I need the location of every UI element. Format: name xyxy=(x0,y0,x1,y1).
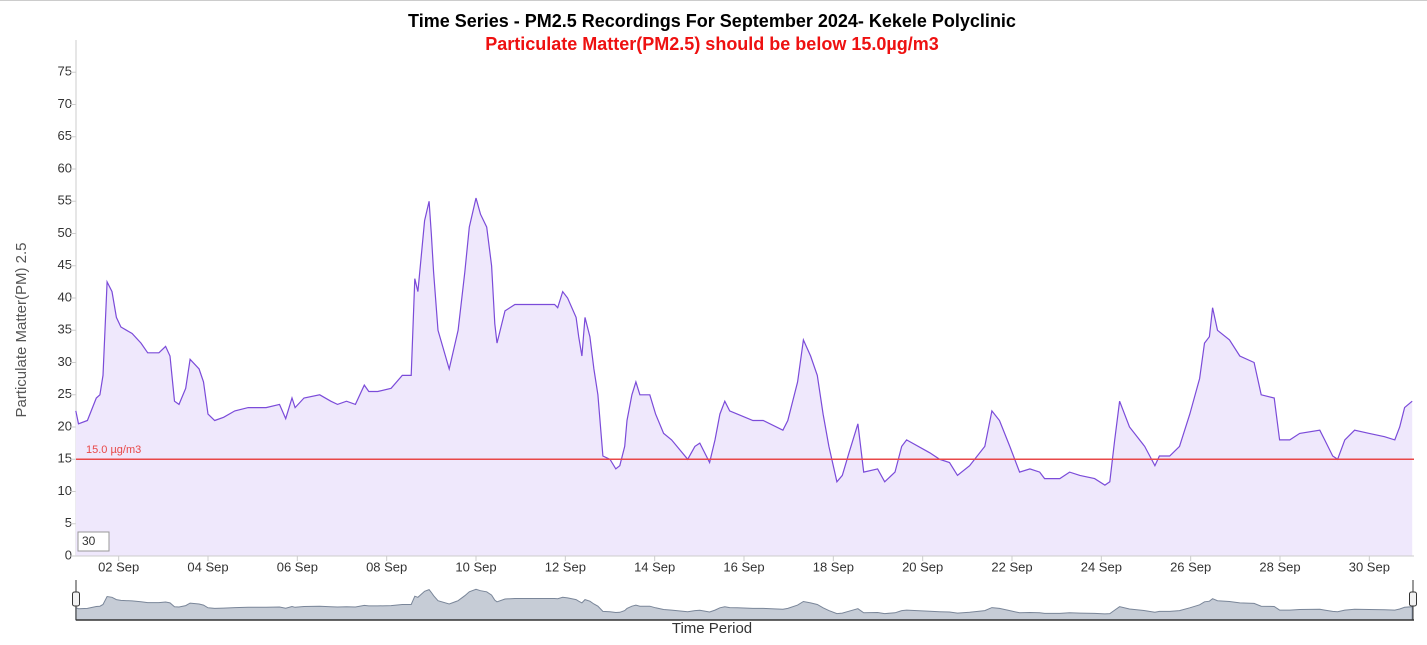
y-tick-label: 20 xyxy=(58,418,72,433)
x-tick-label: 08 Sep xyxy=(366,559,407,574)
x-tick-label: 04 Sep xyxy=(187,559,228,574)
x-tick-label: 30 Sep xyxy=(1349,559,1390,574)
y-tick-label: 70 xyxy=(58,96,72,111)
x-tick-label: 10 Sep xyxy=(455,559,496,574)
navigator-handle xyxy=(1409,591,1417,607)
x-tick-label: 26 Sep xyxy=(1170,559,1211,574)
y-tick-label: 30 xyxy=(58,354,72,369)
x-tick-label: 20 Sep xyxy=(902,559,943,574)
y-axis-label: Particulate Matter(PM) 2.5 xyxy=(13,242,30,417)
line xyxy=(75,197,1413,486)
y-tick-label: 10 xyxy=(58,483,72,498)
y-tick-label: 0 xyxy=(65,547,72,562)
x-tick-label: 02 Sep xyxy=(98,559,139,574)
x-tick-label: 18 Sep xyxy=(813,559,854,574)
x-tick-label: 28 Sep xyxy=(1259,559,1300,574)
x-tick-label: 24 Sep xyxy=(1081,559,1122,574)
chart-title: Time Series - PM2.5 Recordings For Septe… xyxy=(408,11,1016,31)
y-tick-label: 35 xyxy=(58,322,72,337)
y-tick-label: 65 xyxy=(58,128,72,143)
area-fill xyxy=(75,198,1413,556)
navigator-area xyxy=(75,588,1413,621)
y-tick-label: 15 xyxy=(58,451,72,466)
y-tick-label: 25 xyxy=(58,386,72,401)
y-tick-label: 50 xyxy=(58,225,72,240)
x-tick-label: 12 Sep xyxy=(545,559,586,574)
y-tick-label: 55 xyxy=(58,193,72,208)
y-tick-label: 60 xyxy=(58,160,72,175)
x-tick-label: 06 Sep xyxy=(277,559,318,574)
chart-subtitle: Particulate Matter(PM2.5) should be belo… xyxy=(485,34,938,54)
y-tick-label: 40 xyxy=(58,289,72,304)
y-tick-label: 75 xyxy=(58,64,72,79)
range-input: 30 xyxy=(82,534,96,548)
range-input-box xyxy=(77,531,110,552)
threshold-label: 15.0 µg/m3 xyxy=(86,444,141,456)
x-tick-label: 14 Sep xyxy=(634,559,675,574)
y-tick-label: 45 xyxy=(58,257,72,272)
x-tick-label: 22 Sep xyxy=(991,559,1032,574)
x-axis-label: Time Period xyxy=(672,620,752,637)
navigator-handle xyxy=(72,591,80,607)
x-tick-label: 16 Sep xyxy=(723,559,764,574)
y-tick-label: 5 xyxy=(65,515,72,530)
